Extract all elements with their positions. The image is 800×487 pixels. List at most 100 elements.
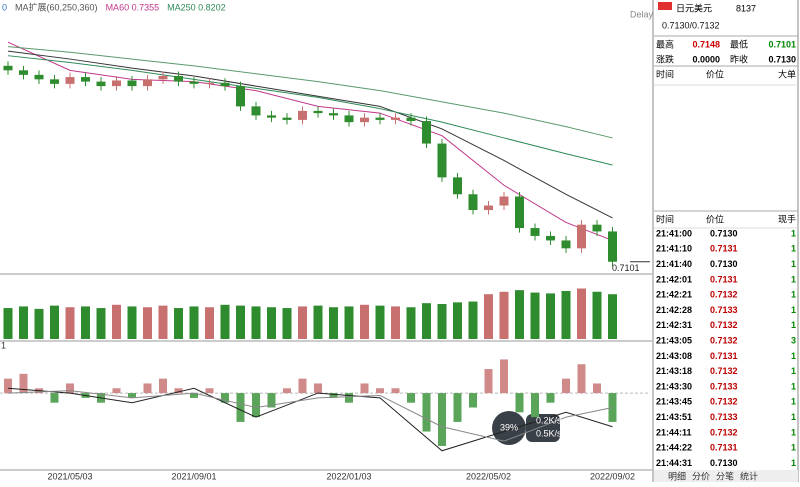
candle-body [158, 75, 168, 80]
trade-volume: 1 [791, 305, 796, 315]
trade-time: 21:42:01 [656, 274, 692, 284]
trade-volume: 1 [791, 351, 796, 361]
candle-body [313, 110, 323, 114]
trade-price: 0.7132 [710, 366, 738, 376]
macd-bar [128, 393, 136, 398]
candle-body [143, 79, 152, 87]
candle-body [81, 77, 90, 82]
trade-time: 21:44:22 [656, 443, 692, 453]
volume-bar [81, 306, 90, 339]
volume-bar [499, 291, 509, 339]
trade-price: 0.7131 [710, 351, 738, 361]
candle-body [608, 231, 617, 262]
volume-bar [546, 293, 555, 339]
panel-label: 1 [1, 340, 6, 350]
candle-body [220, 82, 230, 87]
volume-bar [561, 290, 571, 339]
trade-volume: 1 [791, 443, 796, 453]
macd-bar [236, 393, 245, 422]
chart-bg [0, 0, 652, 482]
volume-bar [50, 305, 59, 339]
macd-bar [577, 364, 586, 394]
macd-bar [515, 393, 524, 413]
volume-bar [267, 307, 276, 339]
macd-bar [562, 378, 570, 394]
trade-price: 0.7130 [710, 228, 738, 238]
legend-text: MA扩展(60,250,360) [15, 1, 98, 12]
volume-bar [391, 306, 400, 339]
tab: 统计 [740, 470, 758, 481]
ma-line [7, 390, 613, 442]
volume-bar [577, 288, 586, 339]
quote-label: 最高 [656, 38, 674, 49]
trade-volume: 1 [791, 320, 796, 330]
trade-time: 21:43:05 [656, 335, 692, 345]
candle-body [50, 79, 59, 84]
trade-time: 21:41:00 [656, 228, 692, 238]
macd-bar [314, 383, 322, 394]
macd-bar [174, 388, 183, 394]
speed-down: 0.5K/s [536, 428, 562, 438]
macd-bar [159, 378, 167, 394]
macd-bar [66, 383, 74, 394]
trade-time: 21:43:45 [656, 397, 692, 407]
volume-bar [19, 306, 28, 339]
candle-body [406, 117, 416, 122]
macd-bar [360, 383, 369, 394]
volume-bar [329, 307, 338, 339]
trade-price: 0.7130 [710, 458, 738, 468]
volume-bar [236, 305, 245, 339]
quote-label: 昨收 [730, 53, 748, 64]
volume-bar [313, 305, 323, 339]
trade-time: 21:43:18 [656, 366, 692, 376]
volume-bar [65, 307, 75, 339]
quote-label: 最低 [730, 38, 748, 49]
candle-body [468, 194, 478, 211]
x-tick-label: 2022/01/03 [326, 471, 371, 481]
volume-bar [515, 290, 524, 339]
volume-bar [205, 307, 214, 339]
legend-text: 0 [2, 2, 7, 12]
x-tick-label: 2021/05/03 [47, 471, 92, 481]
trade-time: 21:43:30 [656, 381, 692, 391]
trade-time: 21:41:40 [656, 259, 692, 269]
macd-bar [422, 393, 431, 432]
trade-price: 0.7131 [710, 244, 738, 254]
candle-body [3, 65, 13, 71]
candle-body [189, 81, 199, 84]
candle-body [282, 117, 292, 120]
macd-bar [593, 383, 601, 394]
volume-bar [158, 305, 168, 339]
trade-price: 0.7132 [710, 290, 738, 300]
quote-name: 日元美元 [676, 2, 712, 13]
macd-bar [469, 393, 477, 408]
tab: 明细 [668, 470, 686, 481]
trade-price: 0.7132 [710, 320, 738, 330]
macd-bar [252, 393, 260, 418]
volume-bar [174, 308, 183, 339]
trade-price: 0.7133 [710, 412, 738, 422]
trade-volume: 1 [791, 259, 796, 269]
trade-volume: 1 [791, 381, 796, 391]
trade-time: 21:42:31 [656, 320, 692, 330]
candle-body [499, 196, 509, 206]
macd-bar [267, 393, 276, 408]
macd-bar [190, 393, 198, 398]
table-header: 现手 [778, 213, 796, 224]
macd-bar [283, 388, 291, 394]
volume-bar [592, 291, 602, 339]
candle-body [298, 110, 307, 120]
last-price: 0.7101 [612, 263, 640, 273]
macd-bar [500, 359, 508, 394]
volume-bar [251, 306, 261, 339]
macd-bar [112, 388, 121, 394]
x-tick-label: 2022/09/02 [590, 471, 635, 481]
tab: 分笔 [716, 470, 734, 481]
macd-bar [546, 393, 555, 403]
candle-body [65, 77, 75, 84]
trade-volume: 1 [791, 228, 796, 238]
volume-bar [530, 292, 540, 339]
quote-value: 0.7101 [768, 39, 796, 49]
volume-bar [468, 301, 478, 339]
table-header: 时间 [656, 213, 674, 224]
